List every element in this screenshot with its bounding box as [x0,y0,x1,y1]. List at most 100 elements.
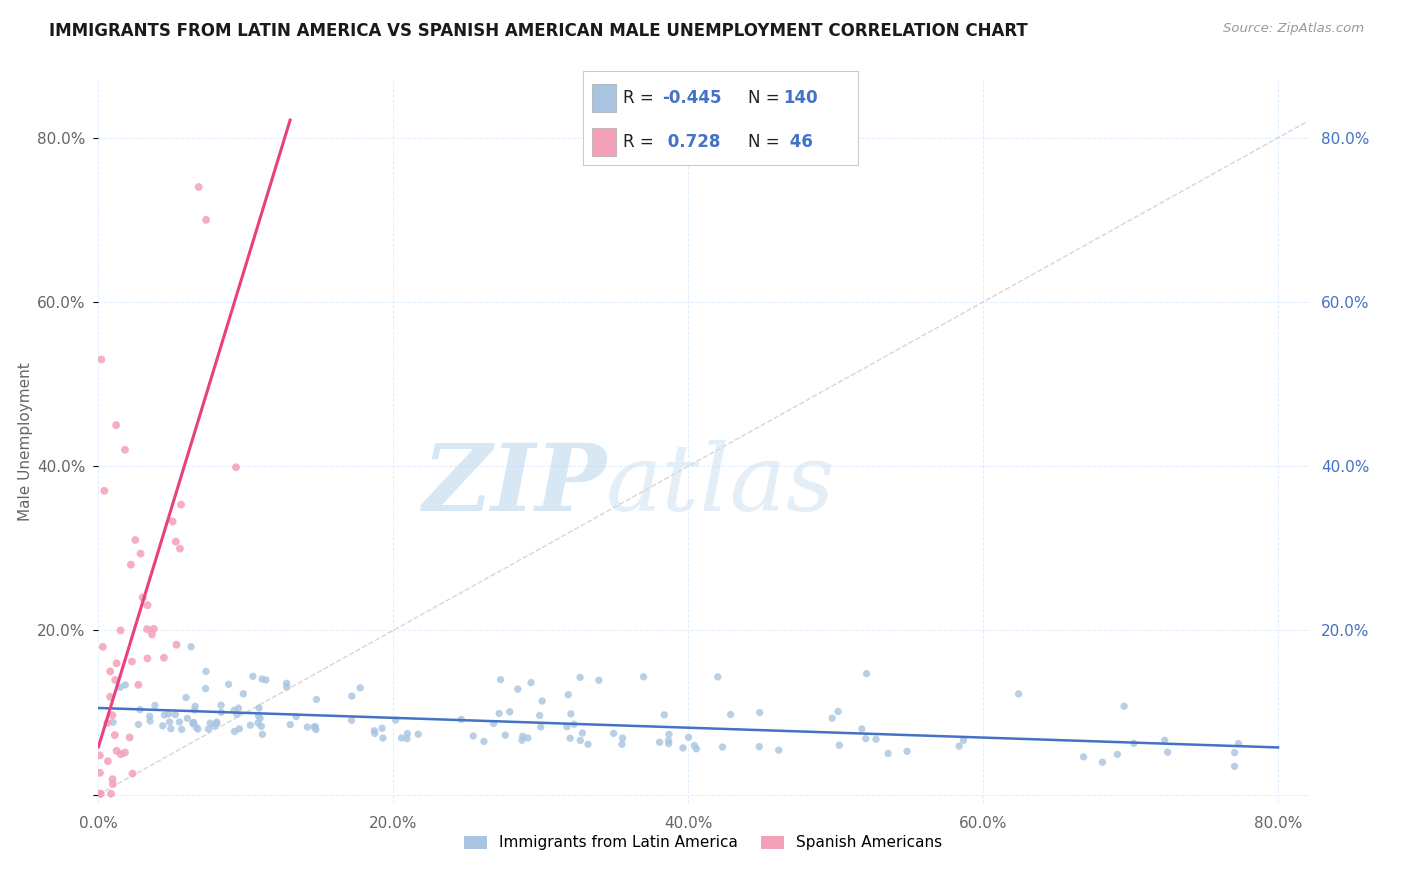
Point [97,754,120,768]
Point [450,713,472,727]
Point [242,669,264,683]
Point [1007,687,1029,701]
Point [224,703,246,717]
Point [218,677,240,691]
Point [250,719,273,733]
Point [162,515,184,529]
Point [169,541,191,556]
Point [120,558,142,572]
Point [305,692,328,706]
Point [395,731,418,746]
Point [302,720,325,734]
Point [160,722,183,736]
Point [118,731,141,745]
Point [224,724,246,739]
Point [225,460,247,475]
Point [165,534,187,549]
Text: N =: N = [748,88,785,106]
Point [183,715,205,730]
Point [865,732,887,747]
Point [157,706,180,721]
Point [209,698,232,713]
Point [152,719,174,733]
Point [340,689,363,703]
Point [827,705,849,719]
Point [516,731,538,745]
Point [285,709,308,723]
Point [90,787,112,801]
Point [560,706,582,721]
FancyBboxPatch shape [592,84,616,112]
Point [510,733,533,747]
Point [195,665,218,679]
Point [195,212,218,227]
Point [297,720,319,734]
Point [520,675,543,690]
Point [127,717,149,731]
Text: R =: R = [623,88,659,106]
Point [499,705,522,719]
Point [658,737,681,751]
Point [101,772,124,787]
Point [169,714,191,729]
Point [569,733,592,747]
Point [105,657,128,671]
Point [110,747,132,761]
Point [101,715,124,730]
Point [104,728,127,742]
Point [114,746,136,760]
Point [711,739,734,754]
Point [340,714,363,728]
Point [183,703,205,717]
Point [205,714,228,729]
Point [1153,733,1175,747]
Point [555,720,578,734]
Point [1073,749,1095,764]
Point [364,726,387,740]
Text: IMMIGRANTS FROM LATIN AMERICA VS SPANISH AMERICAN MALE UNEMPLOYMENT CORRELATION : IMMIGRANTS FROM LATIN AMERICA VS SPANISH… [49,22,1028,40]
Point [153,708,176,723]
Point [851,722,873,736]
Point [685,741,707,756]
Point [396,726,419,740]
Point [247,701,270,715]
Point [228,701,250,715]
Text: -0.445: -0.445 [662,88,721,106]
Point [129,547,152,561]
Point [166,638,188,652]
Point [488,706,510,721]
Point [557,688,579,702]
Point [249,711,271,725]
Point [232,687,254,701]
Point [610,737,633,751]
Point [121,655,143,669]
Text: Source: ZipAtlas.com: Source: ZipAtlas.com [1223,22,1364,36]
Point [707,670,730,684]
Point [588,673,610,688]
Point [181,716,204,731]
Point [121,766,143,780]
Point [104,673,127,687]
Point [124,533,146,547]
Point [136,651,159,665]
Text: atlas: atlas [606,440,835,530]
Point [384,713,406,727]
Point [91,640,114,654]
Point [371,721,394,735]
Point [114,442,136,457]
Point [1223,759,1246,773]
Point [855,731,877,746]
Text: 140: 140 [783,88,818,106]
Point [101,708,124,723]
Point [105,744,128,758]
Point [530,720,553,734]
Point [239,718,262,732]
Point [512,729,534,743]
Point [114,678,136,692]
Point [278,717,301,731]
Point [952,733,974,747]
Point [1122,736,1144,750]
FancyBboxPatch shape [592,128,616,156]
Point [194,681,217,696]
Point [821,711,844,725]
